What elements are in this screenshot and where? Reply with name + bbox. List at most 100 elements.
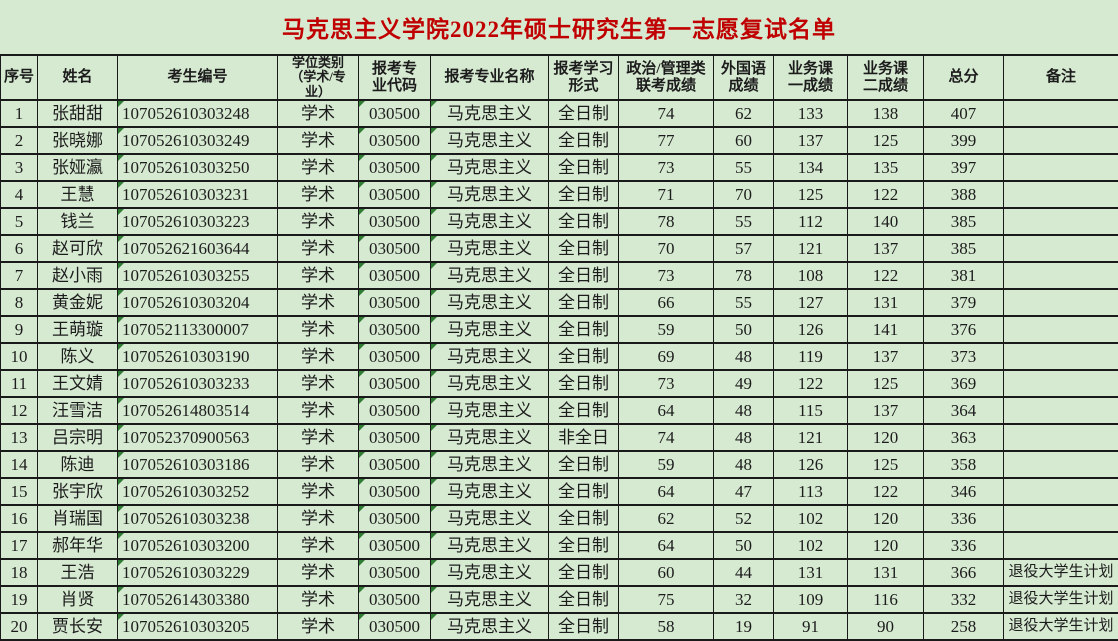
cell-politics-score: 75: [619, 586, 714, 613]
cell-major-name: 马克思主义: [431, 397, 549, 424]
cell-course1-score: 102: [774, 505, 848, 532]
cell-remark: [1004, 100, 1118, 127]
cell-remark: 退役大学生计划: [1004, 586, 1118, 613]
cell-total-score: 376: [924, 316, 1004, 343]
stored-as-text-flag-icon: [431, 128, 437, 134]
cell-major-name: 马克思主义: [431, 343, 549, 370]
cell-major-code: 030500: [359, 586, 431, 613]
cell-name: 张甜甜: [38, 100, 118, 127]
cell-index: 11: [1, 370, 38, 397]
cell-name: 钱兰: [38, 208, 118, 235]
cell-remark: [1004, 424, 1118, 451]
col-header-name: 姓名: [38, 55, 118, 100]
cell-total-score: 388: [924, 181, 1004, 208]
cell-major-code: 030500: [359, 478, 431, 505]
cell-course2-score: 137: [848, 397, 924, 424]
cell-total-score: 363: [924, 424, 1004, 451]
cell-course1-score: 115: [774, 397, 848, 424]
cell-index: 10: [1, 343, 38, 370]
cell-course2-score: 120: [848, 424, 924, 451]
cell-total-score: 381: [924, 262, 1004, 289]
cell-index: 8: [1, 289, 38, 316]
cell-candidate-no: 107052610303249: [118, 127, 278, 154]
stored-as-text-flag-icon: [359, 560, 365, 566]
cell-name: 汪雪洁: [38, 397, 118, 424]
cell-remark: [1004, 478, 1118, 505]
cell-index: 3: [1, 154, 38, 181]
cell-degree-type: 学术: [278, 424, 359, 451]
stored-as-text-flag-icon: [359, 155, 365, 161]
cell-foreign-score: 57: [714, 235, 774, 262]
cell-major-code: 030500: [359, 235, 431, 262]
stored-as-text-flag-icon: [118, 344, 124, 350]
cell-total-score: 332: [924, 586, 1004, 613]
cell-total-score: 366: [924, 559, 1004, 586]
cell-remark: [1004, 451, 1118, 478]
cell-name: 张宇欣: [38, 478, 118, 505]
cell-index: 19: [1, 586, 38, 613]
cell-total-score: 364: [924, 397, 1004, 424]
col-header-remark: 备注: [1004, 55, 1118, 100]
cell-course1-score: 126: [774, 451, 848, 478]
cell-candidate-no: 107052610303255: [118, 262, 278, 289]
cell-index: 5: [1, 208, 38, 235]
header-row: 序号姓名考生编号学位类别 （学术/专 业）报考专 业代码报考专业名称报考学习 形…: [1, 55, 1118, 100]
cell-course2-score: 125: [848, 127, 924, 154]
col-header-study-form: 报考学习 形式: [549, 55, 619, 100]
stored-as-text-flag-icon: [359, 128, 365, 134]
cell-remark: [1004, 532, 1118, 559]
cell-candidate-no: 107052610303248: [118, 100, 278, 127]
cell-major-name: 马克思主义: [431, 559, 549, 586]
col-header-major-code: 报考专 业代码: [359, 55, 431, 100]
cell-candidate-no: 107052610303238: [118, 505, 278, 532]
cell-candidate-no: 107052610303229: [118, 559, 278, 586]
stored-as-text-flag-icon: [431, 560, 437, 566]
cell-total-score: 407: [924, 100, 1004, 127]
stored-as-text-flag-icon: [359, 317, 365, 323]
cell-politics-score: 64: [619, 532, 714, 559]
stored-as-text-flag-icon: [431, 209, 437, 215]
stored-as-text-flag-icon: [118, 101, 124, 107]
cell-major-name: 马克思主义: [431, 181, 549, 208]
stored-as-text-flag-icon: [359, 506, 365, 512]
cell-study-form: 全日制: [549, 181, 619, 208]
cell-degree-type: 学术: [278, 100, 359, 127]
cell-degree-type: 学术: [278, 289, 359, 316]
cell-foreign-score: 60: [714, 127, 774, 154]
stored-as-text-flag-icon: [431, 614, 437, 620]
cell-major-code: 030500: [359, 316, 431, 343]
cell-degree-type: 学术: [278, 505, 359, 532]
stored-as-text-flag-icon: [431, 533, 437, 539]
cell-candidate-no: 107052610303190: [118, 343, 278, 370]
cell-course2-score: 137: [848, 235, 924, 262]
cell-major-name: 马克思主义: [431, 505, 549, 532]
cell-foreign-score: 48: [714, 451, 774, 478]
cell-course1-score: 122: [774, 370, 848, 397]
cell-candidate-no: 107052610303200: [118, 532, 278, 559]
cell-name: 陈迪: [38, 451, 118, 478]
cell-major-name: 马克思主义: [431, 478, 549, 505]
cell-course1-score: 108: [774, 262, 848, 289]
cell-degree-type: 学术: [278, 208, 359, 235]
cell-foreign-score: 32: [714, 586, 774, 613]
cell-major-name: 马克思主义: [431, 532, 549, 559]
cell-course1-score: 112: [774, 208, 848, 235]
cell-name: 郝年华: [38, 532, 118, 559]
cell-course1-score: 126: [774, 316, 848, 343]
cell-remark: [1004, 208, 1118, 235]
cell-major-name: 马克思主义: [431, 208, 549, 235]
cell-degree-type: 学术: [278, 316, 359, 343]
stored-as-text-flag-icon: [118, 479, 124, 485]
cell-total-score: 346: [924, 478, 1004, 505]
cell-total-score: 373: [924, 343, 1004, 370]
cell-index: 14: [1, 451, 38, 478]
cell-course2-score: 90: [848, 613, 924, 640]
cell-politics-score: 69: [619, 343, 714, 370]
